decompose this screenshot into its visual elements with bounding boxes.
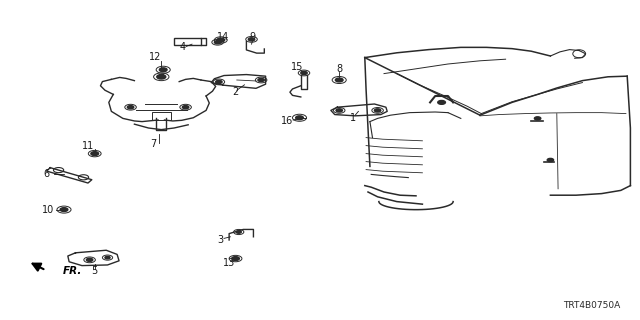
Circle shape bbox=[86, 258, 93, 261]
Bar bbox=[174, 38, 201, 45]
Circle shape bbox=[60, 208, 68, 212]
Text: 15: 15 bbox=[291, 62, 304, 72]
Circle shape bbox=[301, 71, 307, 75]
Text: 1: 1 bbox=[350, 113, 356, 123]
Circle shape bbox=[182, 106, 189, 109]
Circle shape bbox=[232, 257, 239, 260]
Circle shape bbox=[105, 256, 110, 259]
Circle shape bbox=[547, 158, 554, 162]
Text: 8: 8 bbox=[336, 64, 342, 74]
Circle shape bbox=[248, 38, 255, 41]
Circle shape bbox=[217, 38, 225, 42]
Circle shape bbox=[216, 80, 222, 84]
Text: 7: 7 bbox=[150, 139, 157, 149]
Text: 11: 11 bbox=[82, 140, 95, 151]
Text: 6: 6 bbox=[43, 169, 49, 180]
Text: 9: 9 bbox=[250, 32, 256, 42]
Text: 14: 14 bbox=[216, 32, 229, 42]
Text: TRT4B0750A: TRT4B0750A bbox=[564, 301, 621, 310]
Circle shape bbox=[157, 75, 166, 79]
Text: 3: 3 bbox=[218, 235, 224, 245]
Circle shape bbox=[258, 78, 264, 82]
Circle shape bbox=[335, 78, 343, 82]
Text: 5: 5 bbox=[92, 266, 98, 276]
Bar bbox=[152, 112, 171, 120]
Text: 16: 16 bbox=[280, 116, 293, 126]
Text: FR.: FR. bbox=[63, 266, 82, 276]
Text: 13: 13 bbox=[223, 258, 236, 268]
Circle shape bbox=[91, 152, 99, 156]
Text: 10: 10 bbox=[42, 204, 54, 215]
Circle shape bbox=[534, 117, 541, 120]
Circle shape bbox=[214, 41, 221, 44]
Circle shape bbox=[127, 106, 134, 109]
Circle shape bbox=[236, 231, 241, 233]
Circle shape bbox=[159, 68, 167, 72]
Circle shape bbox=[374, 109, 381, 112]
Circle shape bbox=[438, 100, 445, 104]
Circle shape bbox=[296, 116, 303, 120]
Text: 12: 12 bbox=[148, 52, 161, 62]
Text: 2: 2 bbox=[232, 87, 239, 97]
Circle shape bbox=[336, 109, 342, 112]
Text: 4: 4 bbox=[179, 42, 186, 52]
